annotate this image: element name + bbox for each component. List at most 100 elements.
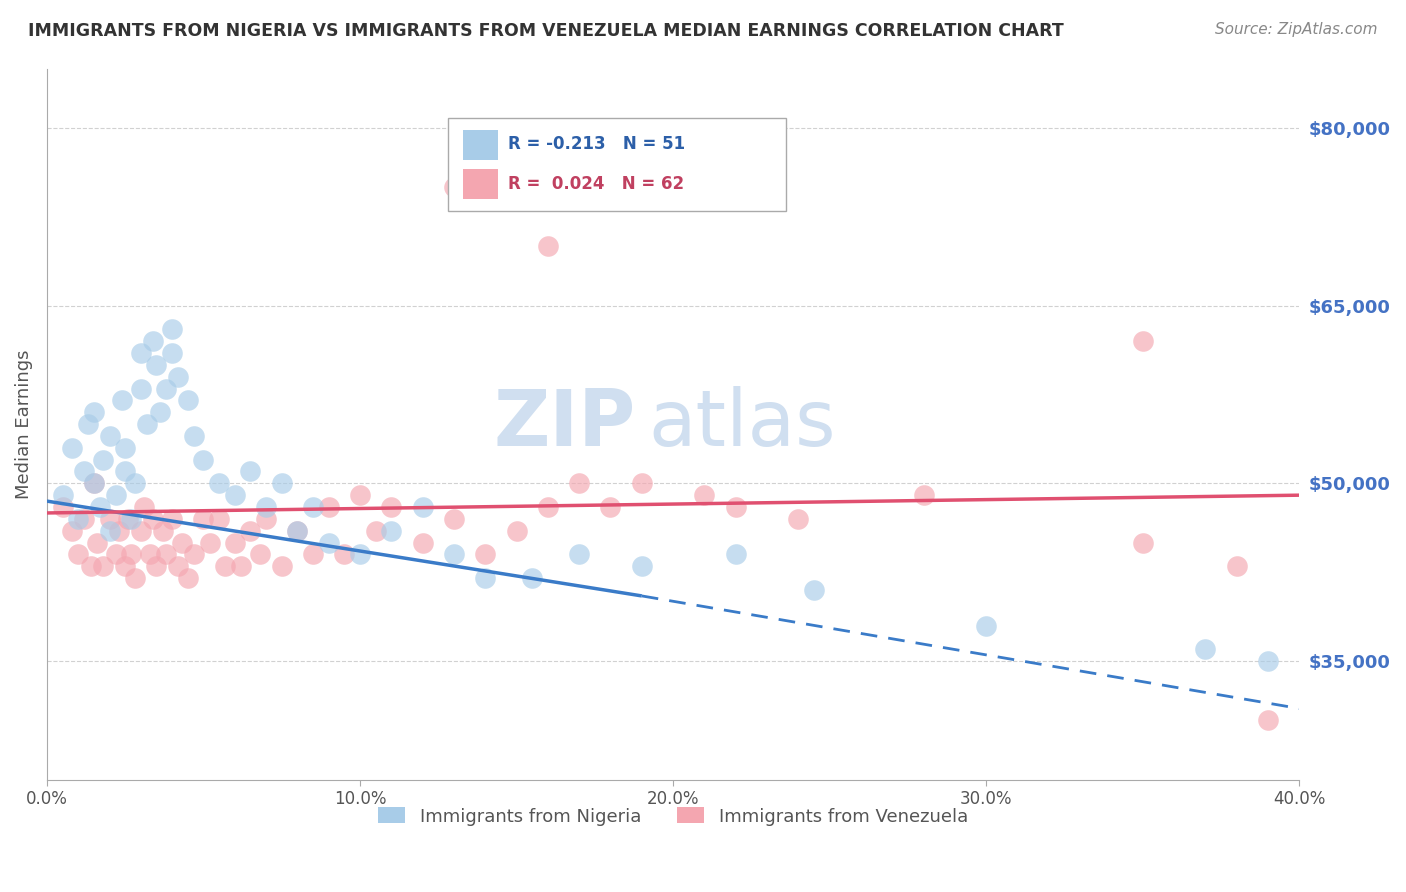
Point: [803, 582, 825, 597]
Point: [412, 535, 434, 549]
FancyBboxPatch shape: [463, 169, 498, 199]
Point: [155, 548, 177, 562]
Point: [474, 548, 496, 562]
Point: [568, 476, 591, 491]
Point: [270, 476, 292, 491]
Point: [1132, 535, 1154, 549]
Point: [1194, 642, 1216, 657]
Point: [160, 346, 183, 360]
Point: [51, 500, 73, 514]
Point: [83, 476, 105, 491]
Point: [224, 535, 246, 549]
Point: [160, 322, 183, 336]
Point: [152, 524, 174, 538]
Point: [114, 559, 136, 574]
Point: [104, 488, 127, 502]
Point: [142, 512, 165, 526]
Point: [67, 512, 90, 526]
Point: [142, 334, 165, 348]
Point: [630, 476, 652, 491]
FancyBboxPatch shape: [447, 119, 786, 211]
Point: [132, 500, 155, 514]
Point: [145, 358, 167, 372]
Point: [974, 618, 997, 632]
Point: [443, 512, 465, 526]
Point: [167, 559, 190, 574]
Point: [98, 524, 121, 538]
Point: [108, 524, 131, 538]
Point: [724, 500, 747, 514]
Point: [114, 441, 136, 455]
Point: [129, 346, 152, 360]
Point: [177, 393, 200, 408]
Point: [239, 465, 262, 479]
Point: [380, 524, 402, 538]
Point: [60, 524, 83, 538]
Point: [91, 559, 114, 574]
Point: [177, 571, 200, 585]
Point: [285, 524, 308, 538]
FancyBboxPatch shape: [463, 129, 498, 160]
Point: [1257, 654, 1279, 668]
Point: [1132, 334, 1154, 348]
Point: [224, 488, 246, 502]
Point: [104, 548, 127, 562]
Point: [208, 512, 231, 526]
Point: [599, 500, 621, 514]
Point: [83, 476, 105, 491]
Point: [380, 500, 402, 514]
Text: ZIP: ZIP: [494, 386, 636, 462]
Point: [318, 535, 340, 549]
Point: [183, 429, 205, 443]
Point: [149, 405, 172, 419]
Point: [318, 500, 340, 514]
Point: [155, 382, 177, 396]
Point: [302, 500, 325, 514]
Point: [86, 535, 108, 549]
Text: R = -0.213   N = 51: R = -0.213 N = 51: [508, 135, 685, 153]
Point: [1226, 559, 1249, 574]
Point: [630, 559, 652, 574]
Point: [193, 512, 215, 526]
Point: [124, 476, 146, 491]
Point: [120, 548, 142, 562]
Point: [98, 429, 121, 443]
Point: [83, 405, 105, 419]
Text: IMMIGRANTS FROM NIGERIA VS IMMIGRANTS FROM VENEZUELA MEDIAN EARNINGS CORRELATION: IMMIGRANTS FROM NIGERIA VS IMMIGRANTS FR…: [28, 22, 1064, 40]
Point: [208, 476, 231, 491]
Point: [117, 512, 139, 526]
Point: [145, 559, 167, 574]
Point: [912, 488, 935, 502]
Point: [60, 441, 83, 455]
Point: [76, 417, 98, 431]
Point: [193, 452, 215, 467]
Point: [73, 512, 96, 526]
Point: [302, 548, 325, 562]
Point: [73, 465, 96, 479]
Point: [214, 559, 236, 574]
Point: [787, 512, 810, 526]
Point: [98, 512, 121, 526]
Point: [114, 465, 136, 479]
Point: [120, 512, 142, 526]
Point: [129, 382, 152, 396]
Point: [412, 500, 434, 514]
Point: [51, 488, 73, 502]
Point: [254, 512, 277, 526]
Point: [139, 548, 162, 562]
Point: [505, 524, 527, 538]
Y-axis label: Median Earnings: Median Earnings: [15, 350, 32, 499]
Point: [349, 548, 371, 562]
Text: R =  0.024   N = 62: R = 0.024 N = 62: [508, 175, 683, 193]
Point: [239, 524, 262, 538]
Text: atlas: atlas: [648, 386, 835, 462]
Point: [364, 524, 387, 538]
Point: [724, 548, 747, 562]
Point: [91, 452, 114, 467]
Point: [183, 548, 205, 562]
Point: [80, 559, 103, 574]
Text: Source: ZipAtlas.com: Source: ZipAtlas.com: [1215, 22, 1378, 37]
Point: [474, 571, 496, 585]
Point: [67, 548, 90, 562]
Point: [170, 535, 193, 549]
